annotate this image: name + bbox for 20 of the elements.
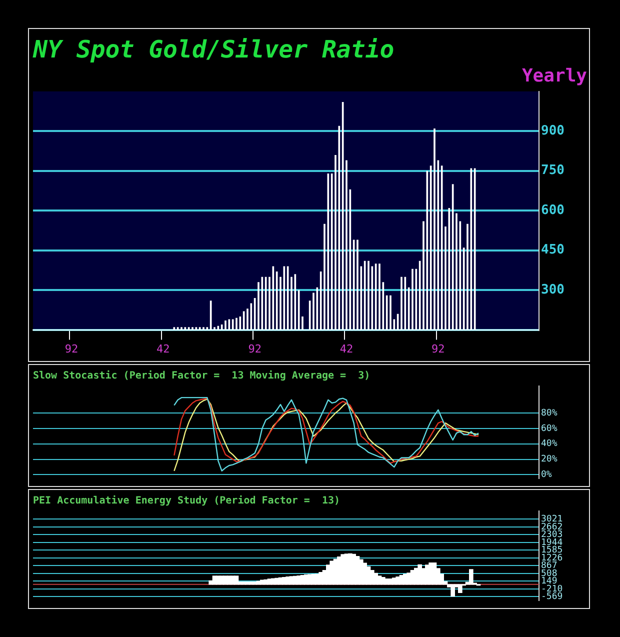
chart-subtitle: Yearly xyxy=(522,65,588,86)
y-tick-label: 80% xyxy=(541,408,558,418)
y-tick-label: 300 xyxy=(541,282,565,298)
x-tick-label: 92 xyxy=(432,342,445,356)
chart-title: NY Spot Gold/Silver Ratio xyxy=(32,36,394,64)
y-tick-label: -569 xyxy=(541,592,563,602)
x-tick-label: 92 xyxy=(248,342,262,356)
y-tick-label: 40% xyxy=(541,439,558,450)
y-tick-label: 600 xyxy=(541,202,565,218)
y-tick-label: 750 xyxy=(541,163,565,178)
x-tick-label: 42 xyxy=(156,342,170,356)
y-tick-label: 0% xyxy=(541,470,552,480)
y-tick-label: 60% xyxy=(541,424,558,434)
x-tick-label: 92 xyxy=(64,342,78,356)
chart-title: PEI Accumulative Energy Study (Period Factor = 13) xyxy=(33,494,340,507)
chart-title: Slow Stocastic (Period Factor = 13 Moving Average = 3) xyxy=(33,370,370,382)
y-tick-label: 450 xyxy=(541,242,565,258)
y-tick-label: 900 xyxy=(541,124,565,139)
y-tick-label: 20% xyxy=(541,454,558,465)
x-tick-label: 42 xyxy=(340,342,354,356)
